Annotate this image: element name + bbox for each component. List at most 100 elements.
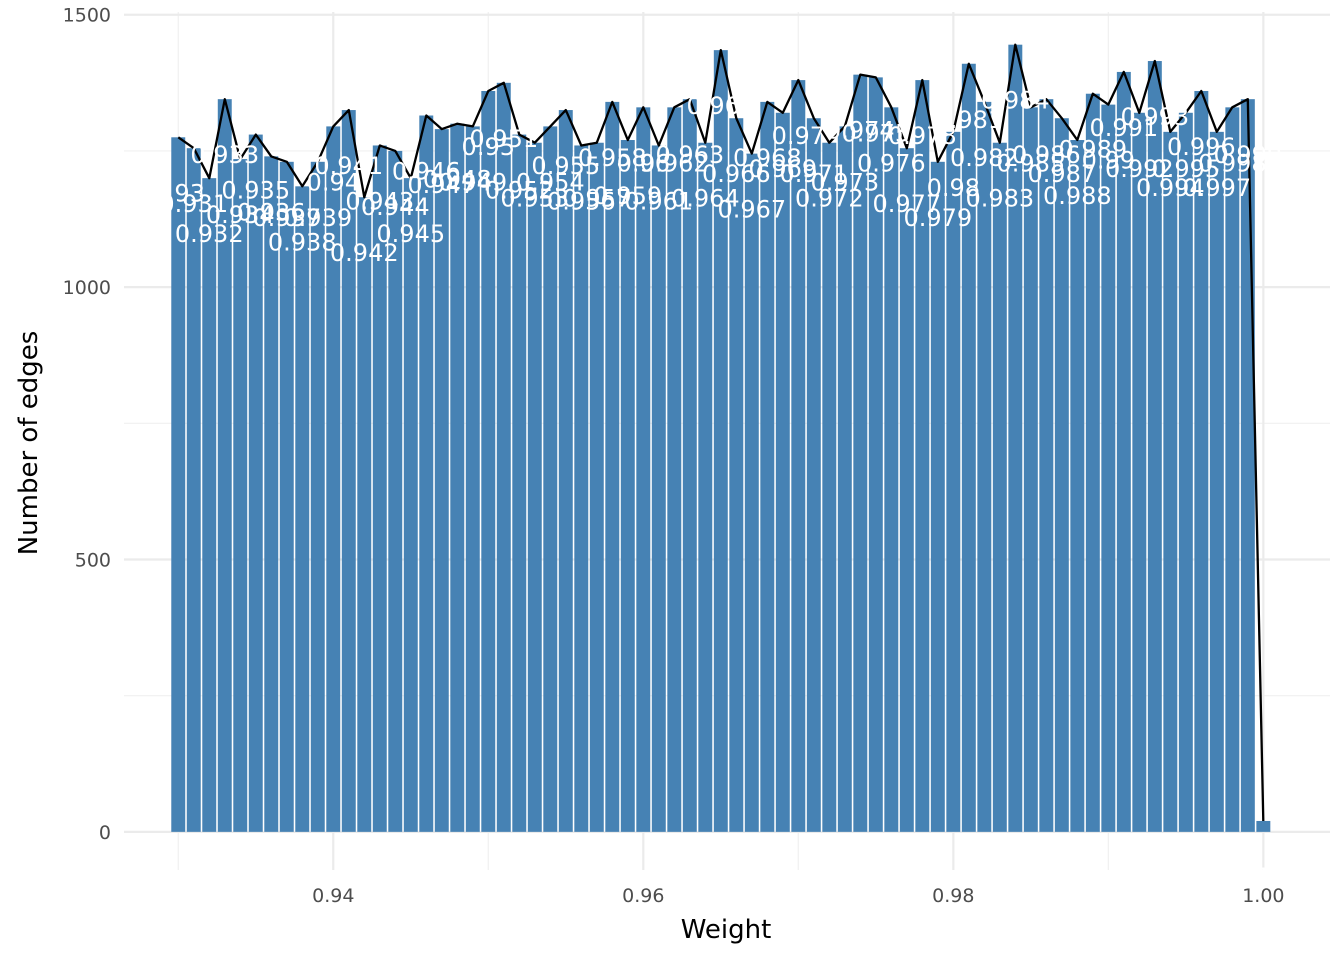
x-tick-label: 1.00 (1242, 885, 1284, 907)
bar (1023, 107, 1038, 832)
bar (1178, 112, 1193, 832)
y-tick-label: 1500 (63, 5, 111, 27)
bar (465, 126, 480, 832)
data-label: 0.975 (841, 119, 910, 147)
bar (295, 186, 310, 832)
data-label: 0.948 (423, 166, 492, 194)
bar (233, 159, 248, 832)
data-label: 0.958 (578, 144, 647, 172)
bar (1054, 118, 1069, 832)
data-label: 0.941 (314, 152, 383, 180)
bar (1039, 99, 1054, 832)
bar (961, 63, 976, 832)
data-label: 0.939 (283, 204, 352, 232)
bar (543, 126, 558, 832)
data-label: 0.931 (159, 190, 228, 218)
bars (171, 44, 1271, 832)
bar (1132, 112, 1147, 832)
x-tick-label: 0.96 (622, 885, 664, 907)
bar-labels: 0.930.9310.9320.9330.9340.9350.9360.9370… (152, 87, 1283, 891)
bar (1240, 99, 1255, 832)
data-label: 0.978 (888, 122, 957, 150)
data-label: 0.961 (624, 187, 693, 215)
x-tick-label: 0.98 (932, 885, 974, 907)
bar (946, 131, 961, 832)
bar (341, 110, 356, 832)
data-label: 0.934 (206, 201, 275, 229)
bar (605, 101, 620, 832)
y-axis-ticks: 0 500 1000 1500 (63, 5, 111, 844)
data-label: 0.973 (810, 168, 879, 196)
data-label: 0.972 (795, 185, 864, 213)
bar (450, 123, 465, 832)
data-label: 0.947 (407, 171, 476, 199)
data-label: 0.944 (361, 193, 430, 221)
data-label: 0.992 (1105, 155, 1174, 183)
bar (1225, 107, 1240, 832)
bar (589, 142, 604, 832)
data-label: 0.98 (927, 174, 980, 202)
data-label: 0.945 (376, 220, 445, 248)
data-label: 0.994 (1136, 174, 1205, 202)
bar (636, 107, 651, 832)
bar (651, 145, 666, 832)
data-label: 0.959 (593, 182, 662, 210)
bar (202, 178, 217, 832)
data-label: 0.981 (934, 106, 1003, 134)
data-label: 0.936 (237, 198, 306, 226)
data-label: 0.95 (462, 133, 515, 161)
data-label: 0.99 (1082, 147, 1135, 175)
data-label: 0.999 (1213, 141, 1282, 169)
data-label: 0.993 (1120, 103, 1189, 131)
data-label: 0.996 (1167, 133, 1236, 161)
x-axis-ticks: 0.94 0.96 0.98 1.00 (312, 885, 1284, 907)
bar (977, 101, 992, 832)
data-label: 0.995 (1151, 155, 1220, 183)
bar (682, 99, 697, 832)
data-label: 0.963 (655, 141, 724, 169)
data-label: 0.976 (857, 149, 926, 177)
data-label: 0.937 (252, 204, 321, 232)
bar (1194, 90, 1209, 832)
bar (760, 101, 775, 832)
bar (1116, 71, 1131, 832)
bar (822, 142, 837, 832)
bar (729, 118, 744, 832)
data-label: 0.96 (617, 149, 670, 177)
bar (853, 74, 868, 832)
data-label: 0.938 (268, 228, 337, 256)
bar (496, 82, 511, 832)
data-label: 0.946 (392, 158, 461, 186)
bar (775, 112, 790, 832)
bar (171, 137, 186, 832)
data-label: 0.979 (903, 204, 972, 232)
data-label: 0.966 (702, 160, 771, 188)
data-label: 0.933 (190, 141, 259, 169)
bar (403, 178, 418, 832)
data-label: 0.987 (1027, 160, 1096, 188)
data-label: 0.983 (965, 185, 1034, 213)
data-label: 0.982 (950, 144, 1019, 172)
bar (217, 99, 232, 832)
bar (837, 126, 852, 832)
bar (1008, 44, 1023, 832)
bar (1070, 140, 1085, 832)
data-label: 0.94 (307, 168, 360, 196)
y-tick-label: 1000 (63, 277, 111, 299)
bar (1101, 104, 1116, 832)
data-label: 0.989 (1058, 136, 1127, 164)
data-label: 0.957 (562, 185, 631, 213)
bar (527, 142, 542, 832)
bar (1085, 93, 1100, 832)
data-label: 0.956 (547, 187, 616, 215)
bar (620, 140, 635, 832)
series-line (177, 43, 1265, 822)
data-label: 0.967 (717, 196, 786, 224)
y-tick-label: 500 (75, 549, 111, 571)
bar (310, 161, 325, 832)
x-axis-title: Weight (681, 915, 772, 945)
data-label: 0.964 (671, 185, 740, 213)
bar (698, 142, 713, 832)
bar (899, 148, 914, 832)
